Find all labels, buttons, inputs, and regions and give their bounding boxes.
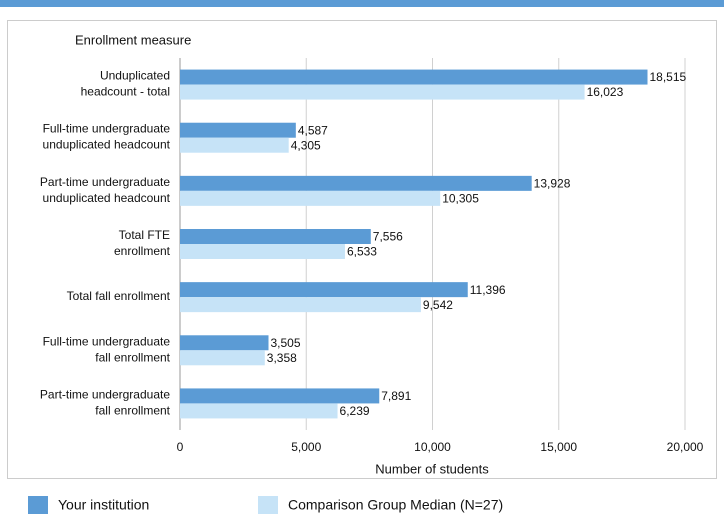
category-label: Full-time undergraduate unduplicated head… (43, 122, 171, 152)
value-label: 7,556 (373, 230, 403, 244)
value-label: 16,023 (587, 85, 624, 99)
category-label: Total FTE enrollment (114, 228, 171, 258)
bar (180, 69, 648, 85)
legend-swatch (258, 496, 278, 514)
value-label: 9,542 (423, 298, 453, 312)
x-tick-label: 15,000 (540, 440, 577, 454)
category-label: Part-time undergraduate unduplicated head… (40, 175, 171, 205)
category-label: Full-time undergraduate fall enrollment (43, 334, 171, 364)
value-label: 4,305 (291, 138, 321, 152)
value-label: 10,305 (442, 192, 479, 206)
legend-label: Comparison Group Median (N=27) (288, 497, 503, 513)
bar (180, 175, 532, 191)
value-label: 6,533 (347, 245, 377, 259)
bar (180, 388, 380, 404)
x-tick-label: 20,000 (667, 440, 704, 454)
legend-label: Your institution (58, 497, 149, 513)
value-label: 3,505 (271, 336, 301, 350)
bar (180, 335, 269, 351)
value-label: 13,928 (534, 177, 571, 191)
value-label: 7,891 (381, 389, 411, 403)
x-tick-label: 0 (177, 440, 184, 454)
x-axis-title: Number of students (375, 461, 489, 476)
legend-swatch (28, 496, 48, 514)
top-strip (0, 0, 724, 7)
x-tick-label: 5,000 (291, 440, 321, 454)
bar (180, 84, 585, 100)
category-label: Total fall enrollment (67, 289, 171, 303)
category-label: Part-time undergraduate fall enrollment (40, 388, 171, 418)
bar (180, 190, 441, 206)
bar (180, 297, 421, 313)
bar (180, 403, 338, 419)
value-label: 4,587 (298, 123, 328, 137)
x-tick-label: 10,000 (414, 440, 451, 454)
bar (180, 137, 289, 153)
value-label: 6,239 (340, 404, 370, 418)
value-label: 3,358 (267, 351, 297, 365)
bar (180, 122, 296, 138)
bar (180, 350, 265, 366)
category-label: Unduplicated headcount - total (81, 69, 170, 99)
bar (180, 282, 468, 298)
value-label: 11,396 (470, 283, 506, 297)
bar (180, 244, 345, 259)
y-axis-title: Enrollment measure (75, 32, 191, 47)
value-label: 18,515 (650, 70, 687, 84)
bar (180, 229, 371, 244)
